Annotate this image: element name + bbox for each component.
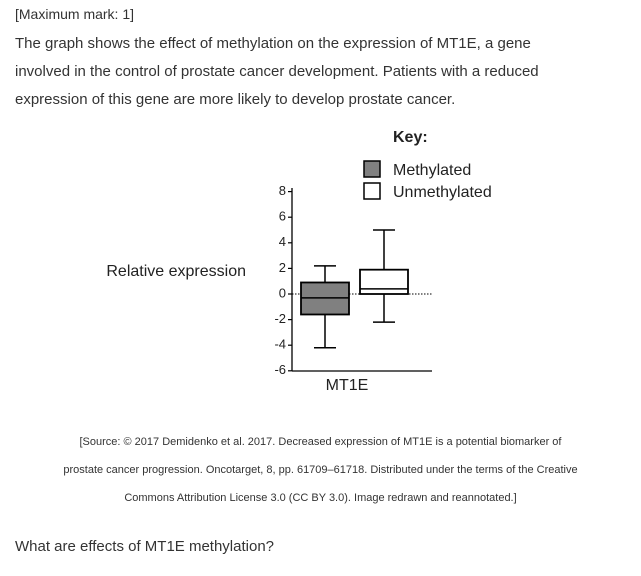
legend-label-methylated: Methylated xyxy=(393,162,471,179)
y-tick-label: -2 xyxy=(274,311,286,326)
stem-line: The graph shows the effect of methylatio… xyxy=(15,35,531,52)
source-citation: [Source: © 2017 Demidenko et al. 2017. D… xyxy=(0,428,641,512)
legend-swatch-methylated xyxy=(363,160,381,178)
y-axis-label: Relative expression xyxy=(106,263,246,280)
box-unmethylated xyxy=(359,268,409,295)
legend-swatch-unmethylated xyxy=(363,182,381,200)
boxplot-chart: Key: Methylated Unmethylated Relative ex… xyxy=(106,129,492,394)
y-tick-label: 8 xyxy=(279,183,286,198)
y-tick-label: 0 xyxy=(279,285,286,300)
y-tick-label: -4 xyxy=(274,337,286,352)
stem-line: expression of this gene are more likely … xyxy=(15,91,456,108)
legend-label-unmethylated: Unmethylated xyxy=(393,184,492,201)
question-stem: The graph shows the effect of methylatio… xyxy=(15,30,615,114)
source-line: [Source: © 2017 Demidenko et al. 2017. D… xyxy=(79,436,562,448)
stem-line: involved in the control of prostate canc… xyxy=(15,63,539,80)
y-tick-label: -6 xyxy=(274,362,286,377)
y-tick-label: 2 xyxy=(279,260,286,275)
question-prompt: What are effects of MT1E methylation? xyxy=(15,538,275,555)
legend-title: Key: xyxy=(393,129,428,146)
x-axis-label: MT1E xyxy=(326,377,369,394)
source-line: Commons Attribution License 3.0 (CC BY 3… xyxy=(124,492,517,504)
y-tick-label: 6 xyxy=(279,209,286,224)
source-line: prostate cancer progression. Oncotarget,… xyxy=(63,464,578,476)
maximum-mark: [Maximum mark: 1] xyxy=(15,6,135,22)
y-tick-label: 4 xyxy=(279,234,286,249)
